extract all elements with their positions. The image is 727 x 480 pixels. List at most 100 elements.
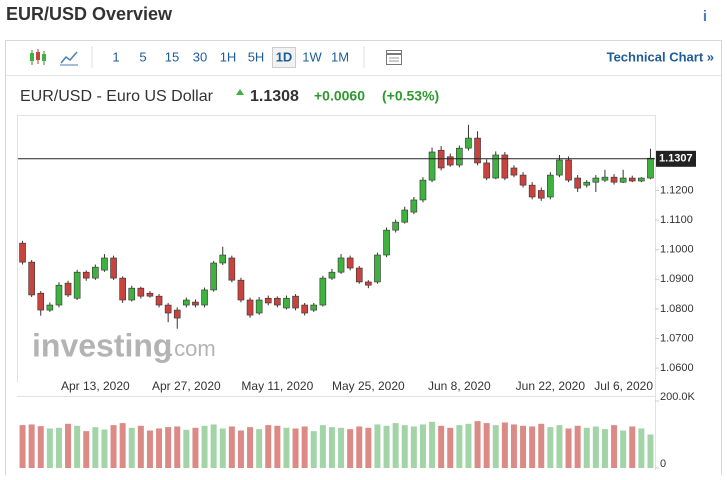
interval-button[interactable]: 1W — [302, 49, 322, 64]
interval-button[interactable]: 30 — [193, 49, 207, 64]
table-icon[interactable] — [386, 50, 402, 65]
candle-body — [328, 271, 336, 279]
x-tick-label: Apr 13, 2020 — [61, 379, 130, 393]
candle-body — [465, 137, 472, 149]
volume-bar — [328, 427, 335, 468]
chart-frame — [5, 40, 722, 480]
y-tick-label: 1.0800 — [660, 303, 694, 315]
volume-bar — [274, 425, 281, 468]
volume-bar — [237, 430, 244, 468]
candle-body — [119, 277, 126, 301]
volume-bar — [356, 426, 363, 468]
volume-bar — [247, 427, 254, 468]
volume-bar — [565, 428, 572, 468]
volume-bar — [583, 427, 590, 468]
y-tick-label: 1.1000 — [660, 244, 694, 256]
candle-body — [19, 242, 26, 263]
interval-button[interactable]: 15 — [165, 49, 179, 64]
volume-bar — [529, 426, 536, 468]
widget-title: EUR/USD Overview — [6, 4, 173, 24]
candle-body — [228, 257, 236, 281]
price-label: 1.1307 — [659, 153, 693, 165]
candle-body — [374, 254, 381, 283]
candle-icon[interactable] — [30, 49, 46, 65]
technical-chart-link[interactable]: Technical Chart » — [607, 49, 714, 64]
candle-body — [164, 304, 172, 314]
volume-bar — [74, 425, 81, 468]
candle-body — [610, 176, 618, 183]
volume-bar — [37, 426, 44, 468]
volume-bar — [401, 425, 408, 468]
interval-button[interactable]: 5 — [139, 49, 146, 64]
candle-body — [55, 284, 63, 306]
volume-bar — [110, 425, 117, 468]
info-button[interactable]: i — [703, 8, 707, 25]
candle-body — [492, 154, 500, 179]
volume-bar — [165, 427, 172, 468]
candle-body — [183, 299, 190, 306]
candle-body — [355, 267, 363, 283]
line-icon[interactable] — [60, 51, 78, 66]
candle-body — [519, 174, 527, 186]
volume-bar — [192, 427, 199, 468]
volume-bar — [510, 424, 517, 468]
volume-bar — [319, 425, 326, 468]
price-change: +0.0060 — [314, 88, 365, 104]
x-tick-label: Apr 27, 2020 — [152, 379, 221, 393]
last-price: 1.1308 — [250, 88, 299, 105]
interval-button[interactable]: 1D — [276, 49, 293, 64]
volume-bar — [174, 426, 181, 468]
candle-body — [192, 301, 199, 306]
volume-bar — [474, 421, 481, 468]
volume-bar — [601, 429, 608, 468]
volume-bar — [201, 425, 208, 468]
candle-body — [219, 254, 227, 264]
x-tick-label: May 11, 2020 — [241, 379, 313, 393]
candle-body — [537, 190, 545, 199]
volume-bar — [492, 425, 499, 468]
candle-body — [46, 304, 54, 311]
candle-body — [173, 309, 181, 319]
candle-body — [337, 257, 345, 273]
candle-body — [310, 304, 318, 311]
interval-button[interactable]: 1M — [331, 49, 349, 64]
candle-body — [528, 184, 536, 198]
volume-bar — [547, 427, 554, 468]
interval-button[interactable]: 5H — [248, 49, 265, 64]
candle-body — [101, 257, 108, 271]
volume-bar — [28, 424, 35, 468]
y-tick-label: 1.1100 — [660, 214, 693, 226]
volume-bar — [647, 434, 654, 468]
volume-bar — [83, 431, 90, 468]
interval-button[interactable]: 1H — [220, 49, 237, 64]
candle-body — [547, 174, 554, 198]
volume-bar — [483, 423, 490, 468]
interval-button[interactable]: 1 — [112, 49, 119, 64]
volume-bar — [183, 429, 190, 468]
volume-bar — [383, 425, 390, 468]
volume-bar — [46, 428, 53, 468]
candle-body — [501, 154, 509, 179]
candle-body — [110, 257, 117, 279]
candle-body — [128, 287, 136, 301]
candle-body — [510, 167, 518, 176]
candle-body — [64, 282, 72, 296]
instrument-name: EUR/USD - Euro US Dollar — [20, 88, 214, 105]
candle-body — [474, 137, 481, 164]
volume-tick-label: 0 — [660, 458, 666, 470]
candle-body — [556, 159, 563, 176]
volume-bar — [556, 425, 563, 468]
y-tick-label: 1.0900 — [660, 273, 694, 285]
volume-bar — [574, 425, 581, 468]
volume-bar — [347, 429, 354, 468]
volume-bar — [310, 431, 317, 468]
y-tick-label: 1.0700 — [660, 332, 694, 344]
volume-bar — [119, 423, 126, 468]
candle-body — [592, 177, 600, 183]
volume-bar — [638, 428, 645, 468]
candle-body — [383, 229, 390, 256]
candle-body — [428, 151, 436, 181]
watermark-brand: investing — [32, 327, 172, 363]
candle-body — [319, 277, 327, 306]
